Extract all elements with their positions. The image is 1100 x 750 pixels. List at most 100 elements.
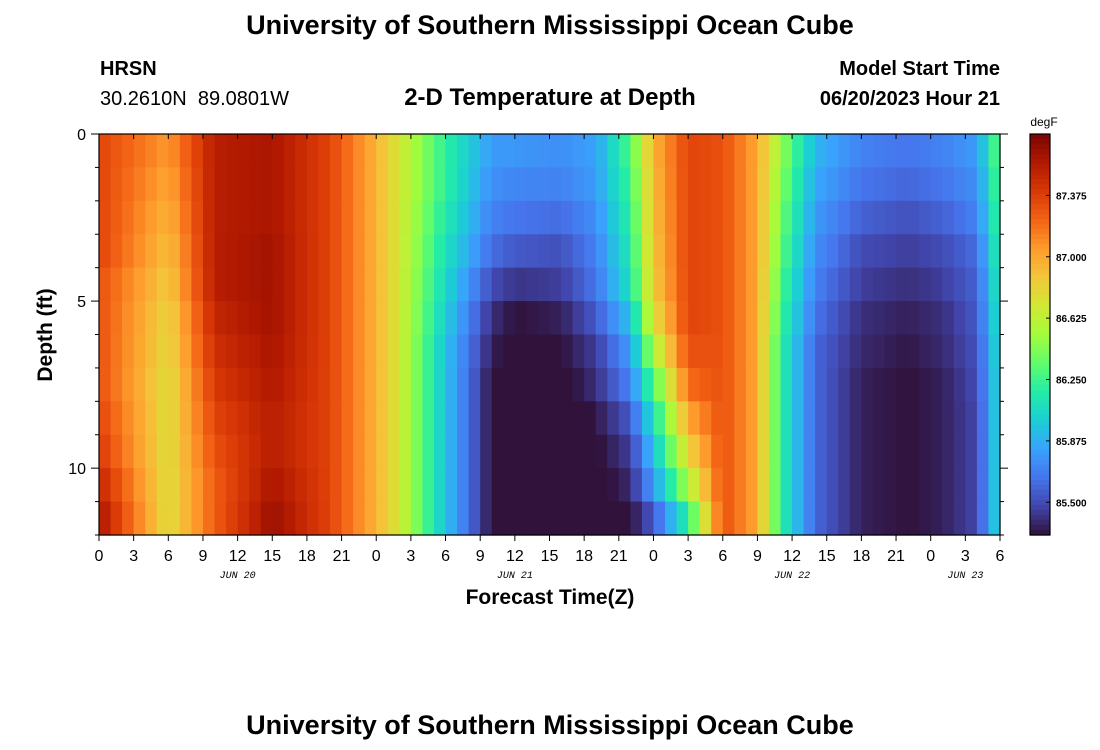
heatmap-cell bbox=[330, 434, 343, 469]
chart-title: 2-D Temperature at Depth bbox=[404, 84, 696, 111]
heatmap-cell bbox=[595, 434, 608, 469]
heatmap-cell bbox=[607, 267, 620, 302]
heatmap-cell bbox=[676, 200, 689, 235]
heatmap-cell bbox=[514, 134, 527, 169]
heatmap-cell bbox=[653, 401, 666, 436]
heatmap-cell bbox=[295, 367, 308, 402]
heatmap-cell bbox=[734, 167, 747, 202]
heatmap-cell bbox=[607, 234, 620, 269]
heatmap-cell bbox=[815, 200, 828, 235]
heatmap-cell bbox=[930, 401, 943, 436]
heatmap-cell bbox=[179, 234, 193, 269]
heatmap-cell bbox=[226, 301, 239, 336]
heatmap-cell bbox=[387, 501, 400, 536]
heatmap-cell bbox=[572, 434, 585, 469]
heatmap-cell bbox=[988, 401, 1001, 436]
heatmap-cell bbox=[630, 134, 643, 169]
heatmap-cell bbox=[433, 468, 447, 503]
heatmap-cell bbox=[884, 367, 897, 402]
heatmap-cell bbox=[919, 401, 932, 436]
heatmap-cell bbox=[422, 434, 435, 469]
heatmap-cell bbox=[826, 267, 839, 302]
heatmap-cell bbox=[884, 267, 897, 302]
heatmap-cell bbox=[272, 334, 285, 369]
heatmap-cell bbox=[410, 234, 424, 269]
heatmap-cell bbox=[722, 167, 735, 202]
heatmap-cell bbox=[630, 267, 643, 302]
heatmap-cell bbox=[630, 200, 643, 235]
heatmap-cell bbox=[607, 401, 620, 436]
heatmap-cell bbox=[364, 434, 377, 469]
heatmap-cell bbox=[942, 468, 955, 503]
heatmap-cell bbox=[99, 200, 112, 235]
heatmap-cell bbox=[861, 234, 874, 269]
heatmap-cell bbox=[260, 401, 273, 436]
x-tick-label: 21 bbox=[887, 548, 905, 565]
heatmap-cell bbox=[110, 301, 123, 336]
heatmap-cell bbox=[399, 468, 412, 503]
heatmap-cell bbox=[537, 134, 551, 169]
colorbar-swatch bbox=[1030, 164, 1050, 170]
heatmap-cell bbox=[537, 401, 551, 436]
heatmap-cell bbox=[168, 367, 181, 402]
heatmap-cell bbox=[99, 234, 112, 269]
heatmap-cell bbox=[884, 134, 897, 169]
heatmap-cell bbox=[849, 468, 862, 503]
heatmap-cell bbox=[549, 167, 562, 202]
heatmap-cell bbox=[318, 134, 331, 169]
colorbar-swatch bbox=[1030, 494, 1050, 501]
heatmap-cell bbox=[618, 434, 631, 469]
colorbar-swatch bbox=[1030, 284, 1050, 290]
heatmap-cell bbox=[711, 234, 724, 269]
heatmap-cell bbox=[688, 167, 701, 202]
heatmap-cell bbox=[965, 434, 978, 469]
heatmap-cell bbox=[260, 234, 273, 269]
heatmap-cell bbox=[757, 468, 770, 503]
x-tick-label: 0 bbox=[95, 548, 104, 565]
heatmap-cell bbox=[699, 334, 712, 369]
heatmap-cell bbox=[526, 301, 539, 336]
heatmap-cell bbox=[422, 501, 435, 536]
colorbar-swatch bbox=[1030, 449, 1050, 456]
heatmap-cell bbox=[745, 401, 759, 436]
x-tick-label: 12 bbox=[229, 548, 247, 565]
colorbar-swatch bbox=[1030, 519, 1050, 526]
heatmap-cell bbox=[110, 267, 123, 302]
colorbar-swatch bbox=[1030, 349, 1050, 356]
heatmap-cell bbox=[226, 134, 239, 169]
heatmap-cell bbox=[526, 267, 539, 302]
heatmap-cell bbox=[537, 434, 551, 469]
heatmap-cell bbox=[433, 267, 447, 302]
heatmap-cell bbox=[110, 234, 123, 269]
heatmap-cell bbox=[665, 501, 678, 536]
heatmap-cell bbox=[341, 167, 354, 202]
heatmap-cell bbox=[168, 267, 181, 302]
heatmap-cell bbox=[99, 334, 112, 369]
heatmap-cell bbox=[537, 267, 551, 302]
heatmap-cell bbox=[815, 334, 828, 369]
heatmap-cell bbox=[330, 267, 343, 302]
heatmap-cell bbox=[745, 234, 759, 269]
heatmap-cell bbox=[618, 334, 631, 369]
heatmap-cell bbox=[896, 134, 909, 169]
heatmap-cell bbox=[237, 501, 250, 536]
heatmap-cell bbox=[191, 501, 204, 536]
heatmap-cell bbox=[122, 200, 135, 235]
heatmap-cell bbox=[745, 167, 759, 202]
heatmap-cell bbox=[884, 234, 897, 269]
heatmap-cell bbox=[179, 134, 193, 169]
heatmap-cell bbox=[295, 200, 308, 235]
heatmap-cell bbox=[133, 234, 146, 269]
heatmap-cell bbox=[202, 501, 216, 536]
colorbar-swatch bbox=[1030, 424, 1050, 431]
heatmap-cell bbox=[861, 334, 874, 369]
heatmap-cell bbox=[872, 167, 886, 202]
heatmap-cell bbox=[919, 234, 932, 269]
x-tick-label: 0 bbox=[372, 548, 381, 565]
heatmap-cell bbox=[480, 134, 493, 169]
heatmap-cell bbox=[607, 301, 620, 336]
heatmap-cell bbox=[872, 134, 886, 169]
heatmap-cell bbox=[376, 401, 389, 436]
heatmap-cell bbox=[214, 301, 227, 336]
heatmap-cell bbox=[237, 167, 250, 202]
